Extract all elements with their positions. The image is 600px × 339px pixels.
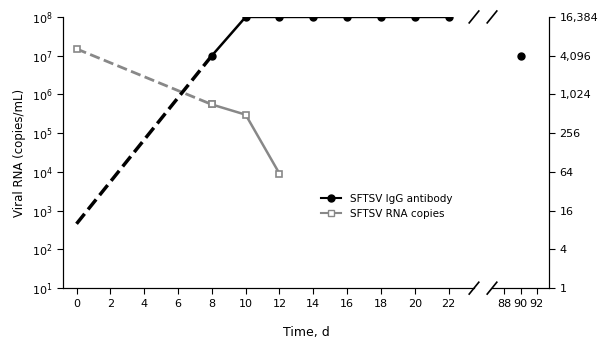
Y-axis label: Viral RNA (copies/mL): Viral RNA (copies/mL) <box>13 88 26 217</box>
Text: Time, d: Time, d <box>283 326 329 339</box>
Legend: SFTSV IgG antibody, SFTSV RNA copies: SFTSV IgG antibody, SFTSV RNA copies <box>316 190 457 223</box>
